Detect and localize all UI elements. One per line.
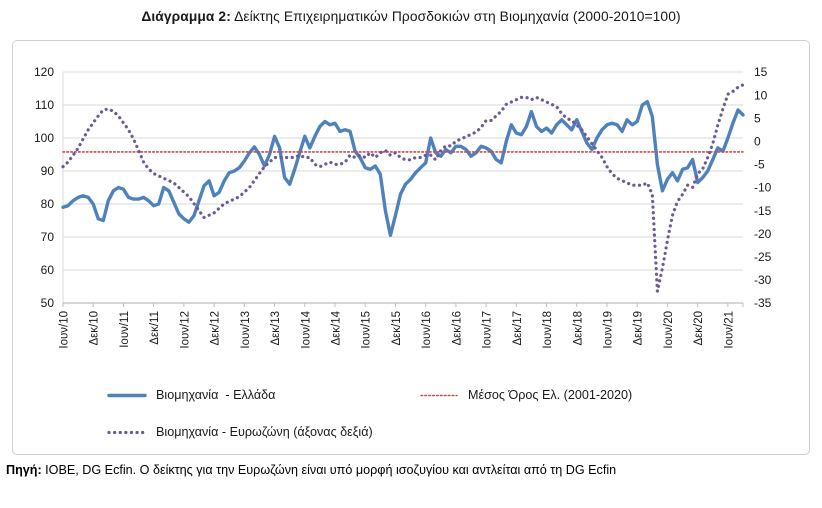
- x-tick-label: Ιουν/16: [421, 311, 433, 349]
- x-tick-label: Ιουν/21: [723, 311, 735, 349]
- x-tick-label: Ιουν/10: [59, 311, 71, 349]
- page-title-prefix: Διάγραμμα 2:: [141, 9, 231, 24]
- x-axis: Ιουν/10 Δεκ/10 Ιουν/11 Δεκ/11 Ιουν/12 Δεκ/12 Ι…: [59, 302, 744, 349]
- right-tick-label: -30: [754, 273, 772, 287]
- page-title: Διάγραμμα 2: Δείκτης Επιχειρηματικών Προ…: [0, 9, 822, 24]
- x-tick-label: Ιουν/11: [119, 311, 131, 348]
- right-tick-label: -20: [754, 227, 772, 241]
- right-tick-label: 15: [754, 65, 768, 79]
- right-tick-label: -35: [754, 296, 772, 310]
- x-tick-label: Ιουν/14: [300, 310, 312, 348]
- legend-swatch-eurozone-line: [107, 430, 147, 434]
- left-tick-label: 50: [41, 296, 55, 310]
- page-title-text: Δείκτης Επιχειρηματικών Προσδοκιών στη Β…: [230, 9, 681, 24]
- left-tick-label: 110: [35, 98, 54, 112]
- right-tick-label: 5: [754, 111, 761, 125]
- x-tick-label: Δεκ/18: [572, 311, 584, 346]
- x-tick-label: Ιουν/17: [482, 311, 494, 349]
- x-tick-label: Δεκ/12: [210, 311, 222, 346]
- source-note-prefix: Πηγή:: [6, 463, 42, 477]
- legend-item-average: Μέσος Όρος Ελ. (2001-2020): [419, 388, 632, 402]
- right-axis-labels: 15 10 5 0 -5 -10 -15 -20 -25 -30 -35: [754, 65, 772, 310]
- left-tick-label: 90: [41, 164, 55, 178]
- legend-label-average: Μέσος Όρος Ελ. (2001-2020): [468, 388, 633, 402]
- greece-line: [61, 100, 745, 238]
- legend-swatch-greece-line: [107, 393, 147, 397]
- left-tick-label: 120: [34, 65, 54, 79]
- x-tick-label: Δεκ/16: [451, 311, 463, 346]
- right-tick-label: 0: [754, 135, 761, 149]
- right-tick-label: -5: [754, 158, 765, 172]
- x-tick-label: Ιουν/20: [663, 311, 675, 349]
- legend-label-eurozone: Βιομηχανία - Ευρωζώνη (άξονας δεξιά): [156, 425, 373, 439]
- right-tick-label: -15: [754, 204, 772, 218]
- x-tick-label: Δεκ/14: [331, 310, 343, 345]
- x-tick-label: Ιουν/15: [361, 311, 373, 349]
- x-tick-label: Ιουν/12: [179, 311, 191, 349]
- x-tick-label: Δεκ/17: [512, 311, 524, 346]
- left-tick-label: 70: [41, 230, 55, 244]
- left-tick-label: 80: [41, 197, 55, 211]
- x-tick-label: Δεκ/10: [89, 311, 101, 346]
- legend-item-greece: Βιομηχανία - Ελλάδα: [107, 388, 275, 402]
- x-tick-label: Δεκ/15: [391, 311, 403, 346]
- left-tick-label: 60: [41, 263, 55, 277]
- left-axis-labels: 120 110 100 90 80 70 60 50: [34, 65, 54, 310]
- x-tick-label: Ιουν/13: [240, 311, 252, 349]
- x-tick-label: Δεκ/20: [693, 311, 705, 346]
- eurozone-line: [61, 83, 745, 293]
- left-tick-label: 100: [34, 131, 54, 145]
- x-tick-label: Ιουν/19: [603, 311, 615, 349]
- legend-label-greece: Βιομηχανία - Ελλάδα: [156, 388, 276, 402]
- x-tick-label: Δεκ/13: [270, 311, 282, 346]
- chart-frame: Ιουν/10 Δεκ/10 Ιουν/11 Δεκ/11 Ιουν/12 Δεκ/12 Ι…: [12, 40, 810, 455]
- legend-swatch-average-line: [420, 394, 458, 396]
- chart-canvas: Ιουν/10 Δεκ/10 Ιουν/11 Δεκ/11 Ιουν/12 Δεκ/12 Ι…: [34, 65, 772, 349]
- x-tick-label: Ιουν/18: [542, 311, 554, 349]
- right-tick-label: 10: [754, 88, 768, 102]
- right-tick-label: -25: [754, 250, 772, 264]
- source-note-text: ΙΟΒΕ, DG Ecfin. Ο δείκτης για την Ευρωζώ…: [41, 463, 617, 477]
- x-tick-label: Δεκ/19: [633, 311, 645, 346]
- x-tick-label: Δεκ/11: [149, 311, 161, 345]
- legend-item-eurozone: Βιομηχανία - Ευρωζώνη (άξονας δεξιά): [107, 425, 373, 439]
- source-note: Πηγή: ΙΟΒΕ, DG Ecfin. Ο δείκτης για την …: [6, 463, 818, 477]
- right-tick-label: -10: [754, 181, 772, 195]
